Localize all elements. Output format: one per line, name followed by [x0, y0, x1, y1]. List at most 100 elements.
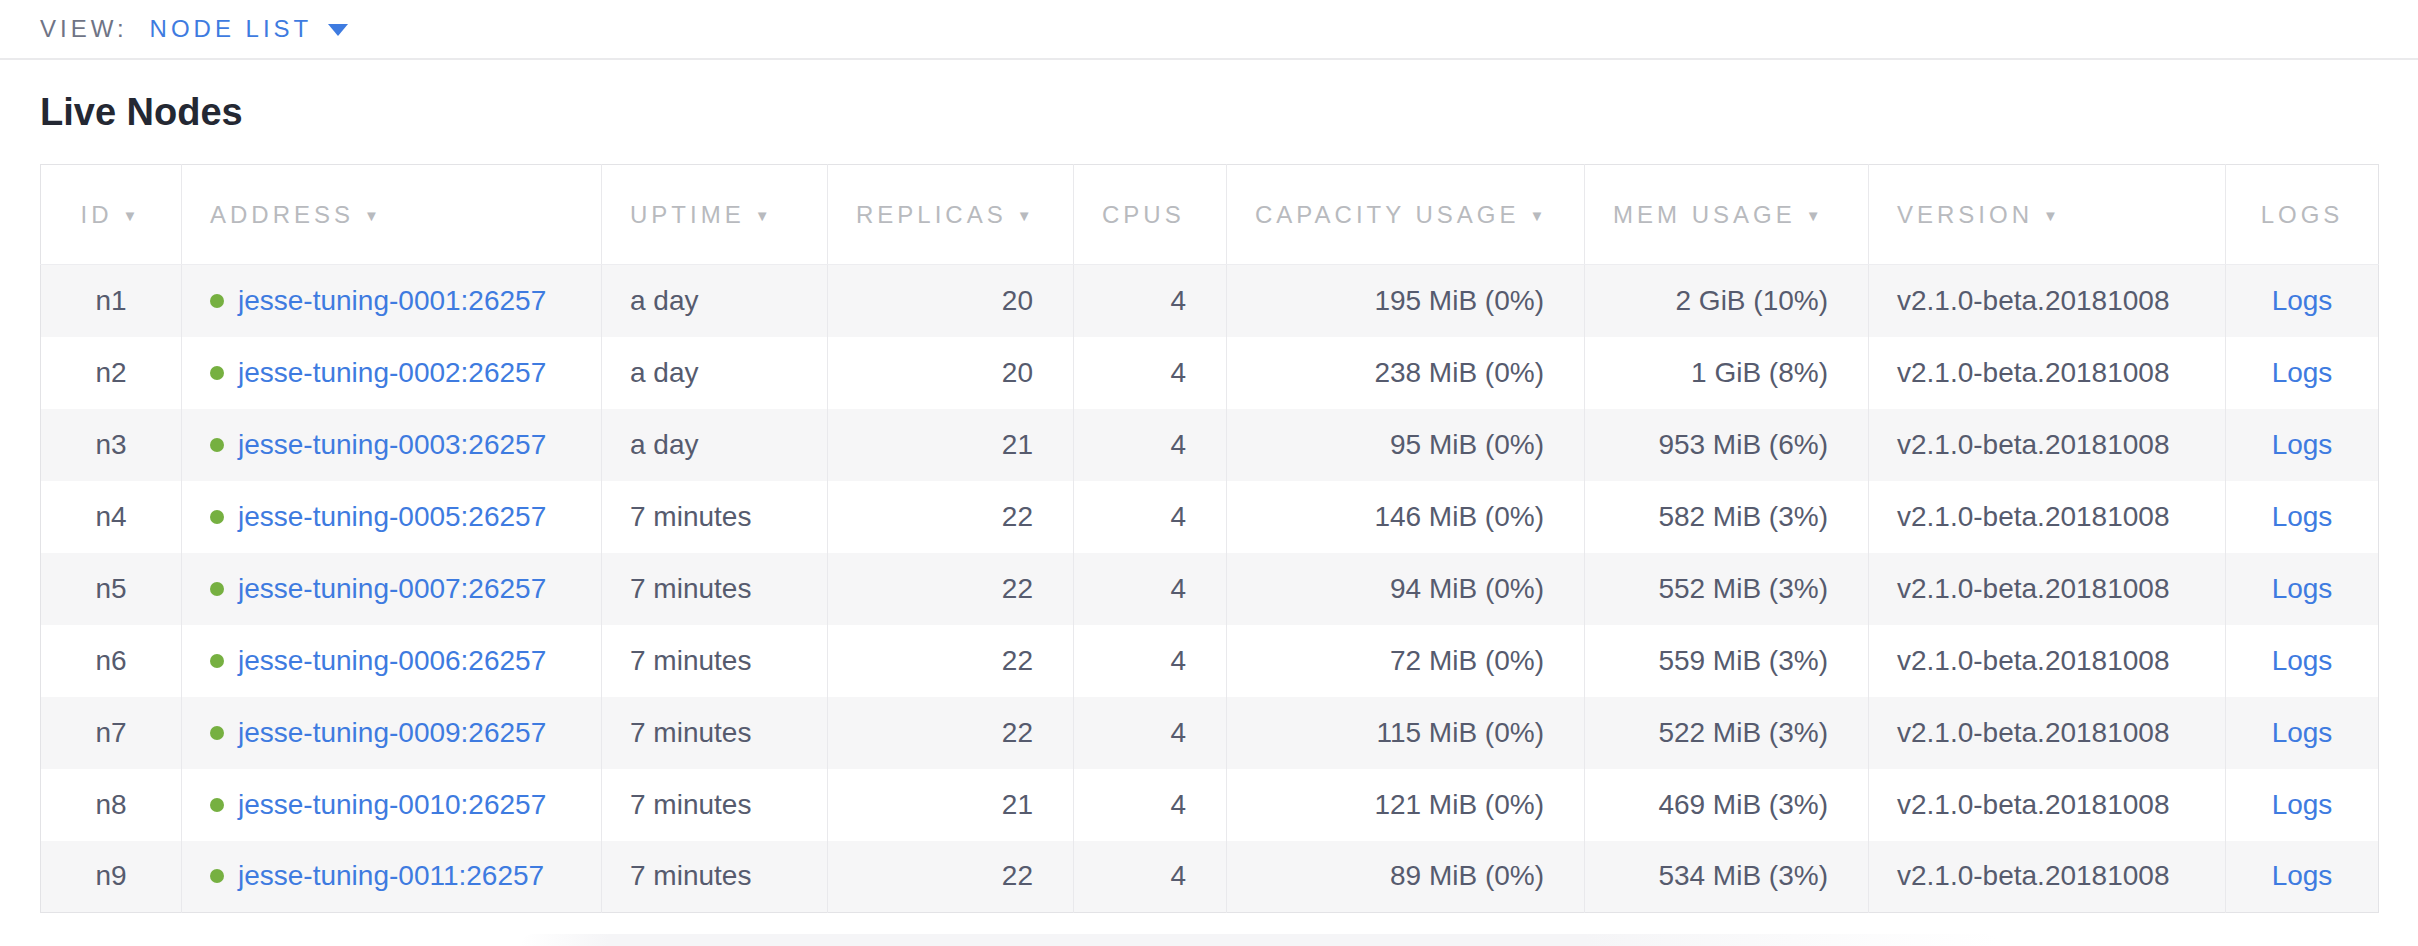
node-health-icon: [210, 438, 224, 452]
column-header-label: CAPACITY USAGE: [1255, 201, 1520, 228]
cell-id: n7: [41, 697, 182, 769]
cell-cpus: 4: [1074, 409, 1227, 481]
cell-uptime: 7 minutes: [602, 481, 828, 553]
cell-logs: Logs: [2226, 769, 2379, 841]
column-header-address[interactable]: ADDRESS▼: [182, 165, 602, 265]
sort-arrow-icon: ▼: [1530, 207, 1549, 224]
node-logs-link[interactable]: Logs: [2272, 429, 2333, 460]
cell-uptime: a day: [602, 265, 828, 337]
cell-replicas: 22: [828, 697, 1074, 769]
node-address-link[interactable]: jesse-tuning-0006:26257: [238, 645, 546, 676]
node-logs-link[interactable]: Logs: [2272, 357, 2333, 388]
cell-replicas: 22: [828, 841, 1074, 913]
column-header-version[interactable]: VERSION▼: [1869, 165, 2226, 265]
node-address-link[interactable]: jesse-tuning-0003:26257: [238, 429, 546, 460]
sort-arrow-icon: ▼: [755, 207, 774, 224]
node-address-link[interactable]: jesse-tuning-0010:26257: [238, 789, 546, 820]
cell-id: n1: [41, 265, 182, 337]
cell-uptime: 7 minutes: [602, 553, 828, 625]
node-row-n6: n6jesse-tuning-0006:262577 minutes22472 …: [41, 625, 2379, 697]
sort-arrow-icon: ▼: [364, 207, 383, 224]
node-logs-link[interactable]: Logs: [2272, 645, 2333, 676]
cell-logs: Logs: [2226, 841, 2379, 913]
cell-address: jesse-tuning-0001:26257: [182, 265, 602, 337]
cell-cpus: 4: [1074, 481, 1227, 553]
cell-mem_usage: 522 MiB (3%): [1585, 697, 1869, 769]
cell-uptime: 7 minutes: [602, 625, 828, 697]
node-logs-link[interactable]: Logs: [2272, 717, 2333, 748]
node-row-n8: n8jesse-tuning-0010:262577 minutes214121…: [41, 769, 2379, 841]
node-health-icon: [210, 510, 224, 524]
cell-logs: Logs: [2226, 553, 2379, 625]
node-address-link[interactable]: jesse-tuning-0009:26257: [238, 717, 546, 748]
node-row-n9: n9jesse-tuning-0011:262577 minutes22489 …: [41, 841, 2379, 913]
node-logs-link[interactable]: Logs: [2272, 285, 2333, 316]
node-address-link[interactable]: jesse-tuning-0005:26257: [238, 501, 546, 532]
view-label: VIEW:: [40, 15, 128, 43]
node-row-n1: n1jesse-tuning-0001:26257a day204195 MiB…: [41, 265, 2379, 337]
column-header-label: UPTIME: [630, 201, 745, 228]
node-address-link[interactable]: jesse-tuning-0001:26257: [238, 285, 546, 316]
cell-id: n3: [41, 409, 182, 481]
node-logs-link[interactable]: Logs: [2272, 573, 2333, 604]
node-row-n5: n5jesse-tuning-0007:262577 minutes22494 …: [41, 553, 2379, 625]
chevron-down-icon: [328, 24, 348, 36]
node-health-icon: [210, 366, 224, 380]
cell-uptime: 7 minutes: [602, 697, 828, 769]
node-health-icon: [210, 798, 224, 812]
cell-mem_usage: 469 MiB (3%): [1585, 769, 1869, 841]
cell-address: jesse-tuning-0011:26257: [182, 841, 602, 913]
cell-address: jesse-tuning-0005:26257: [182, 481, 602, 553]
column-header-logs: LOGS: [2226, 165, 2379, 265]
cell-mem_usage: 559 MiB (3%): [1585, 625, 1869, 697]
next-panel-edge: [520, 934, 2000, 946]
cell-address: jesse-tuning-0010:26257: [182, 769, 602, 841]
cell-mem_usage: 534 MiB (3%): [1585, 841, 1869, 913]
column-header-uptime[interactable]: UPTIME ▼: [602, 165, 828, 265]
column-header-mem_usage[interactable]: MEM USAGE▼: [1585, 165, 1869, 265]
cell-address: jesse-tuning-0007:26257: [182, 553, 602, 625]
node-address-link[interactable]: jesse-tuning-0011:26257: [238, 860, 544, 891]
node-address-link[interactable]: jesse-tuning-0002:26257: [238, 357, 546, 388]
cell-version: v2.1.0-beta.20181008: [1869, 337, 2226, 409]
table-header: ID▼ADDRESS▼UPTIME▼REPLICAS▼CPUSCAPACITY …: [41, 165, 2379, 265]
cell-version: v2.1.0-beta.20181008: [1869, 265, 2226, 337]
node-row-n2: n2jesse-tuning-0002:26257a day204238 MiB…: [41, 337, 2379, 409]
node-logs-link[interactable]: Logs: [2272, 860, 2333, 891]
column-header-label: CPUS: [1102, 201, 1185, 228]
cell-cpus: 4: [1074, 841, 1227, 913]
cell-cpus: 4: [1074, 337, 1227, 409]
cell-version: v2.1.0-beta.20181008: [1869, 625, 2226, 697]
cell-address: jesse-tuning-0009:26257: [182, 697, 602, 769]
node-health-icon: [210, 726, 224, 740]
cell-id: n5: [41, 553, 182, 625]
sort-arrow-icon: ▼: [2043, 207, 2062, 224]
column-header-label: LOGS: [2261, 201, 2344, 228]
cell-id: n2: [41, 337, 182, 409]
column-header-capacity_usage[interactable]: CAPACITY USAGE ▼: [1227, 165, 1585, 265]
cell-version: v2.1.0-beta.20181008: [1869, 841, 2226, 913]
cell-capacity_usage: 95 MiB (0%): [1227, 409, 1585, 481]
view-selector[interactable]: NODE LIST: [150, 15, 349, 43]
cell-cpus: 4: [1074, 265, 1227, 337]
cell-logs: Logs: [2226, 697, 2379, 769]
node-row-n3: n3jesse-tuning-0003:26257a day21495 MiB …: [41, 409, 2379, 481]
column-header-label: MEM USAGE: [1613, 201, 1796, 228]
cell-uptime: 7 minutes: [602, 841, 828, 913]
live-nodes-table: ID▼ADDRESS▼UPTIME▼REPLICAS▼CPUSCAPACITY …: [40, 164, 2379, 913]
cell-capacity_usage: 115 MiB (0%): [1227, 697, 1585, 769]
cell-replicas: 21: [828, 409, 1074, 481]
column-header-label: REPLICAS: [856, 201, 1007, 228]
cell-cpus: 4: [1074, 625, 1227, 697]
node-logs-link[interactable]: Logs: [2272, 789, 2333, 820]
column-header-replicas[interactable]: REPLICAS▼: [828, 165, 1074, 265]
node-row-n7: n7jesse-tuning-0009:262577 minutes224115…: [41, 697, 2379, 769]
column-header-id[interactable]: ID▼: [41, 165, 182, 265]
node-address-link[interactable]: jesse-tuning-0007:26257: [238, 573, 546, 604]
node-logs-link[interactable]: Logs: [2272, 501, 2333, 532]
cell-replicas: 20: [828, 265, 1074, 337]
cell-replicas: 20: [828, 337, 1074, 409]
view-selected-value: NODE LIST: [150, 15, 313, 43]
column-header-label: ID: [81, 201, 113, 228]
cell-logs: Logs: [2226, 265, 2379, 337]
